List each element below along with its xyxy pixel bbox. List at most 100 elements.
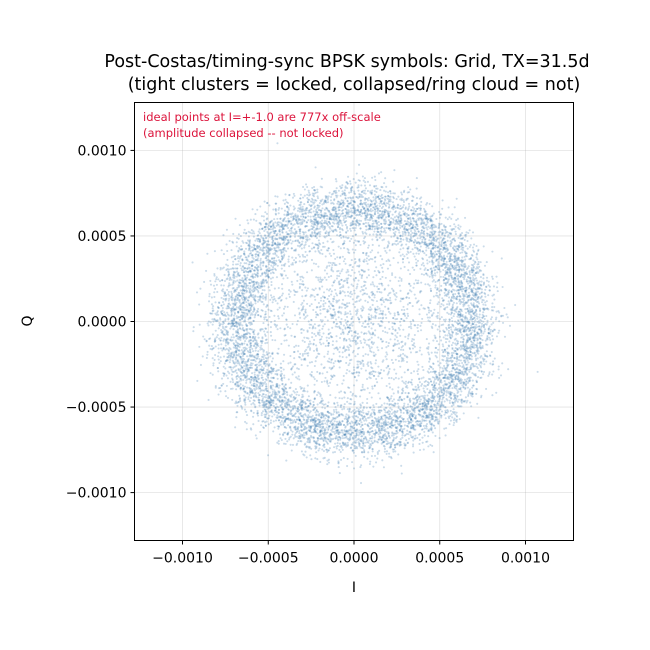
data-point — [318, 329, 321, 332]
data-point — [330, 269, 333, 272]
data-point — [357, 189, 360, 192]
data-point — [417, 299, 420, 302]
data-point — [217, 370, 220, 373]
data-point — [329, 313, 332, 316]
data-point — [343, 240, 346, 243]
data-point — [428, 234, 431, 237]
data-point — [306, 405, 309, 408]
data-point — [362, 289, 365, 292]
data-point — [381, 340, 384, 343]
data-point — [270, 268, 274, 271]
data-point — [309, 426, 313, 429]
data-point — [433, 380, 436, 383]
data-point — [369, 251, 372, 254]
data-point — [457, 319, 460, 322]
data-point — [276, 243, 279, 246]
data-point — [340, 306, 343, 309]
data-point — [255, 380, 258, 383]
data-point — [280, 420, 283, 423]
data-point — [445, 326, 448, 329]
data-point — [368, 223, 371, 227]
data-point — [240, 349, 243, 352]
data-point — [360, 276, 363, 280]
data-point — [364, 353, 367, 356]
data-point — [389, 445, 392, 448]
data-point — [352, 284, 355, 288]
data-point — [385, 202, 388, 205]
data-point — [367, 246, 370, 249]
data-point — [215, 283, 218, 286]
data-point — [359, 395, 362, 398]
data-point — [335, 180, 338, 183]
data-point — [423, 405, 426, 408]
data-point — [415, 261, 418, 264]
data-point — [349, 402, 352, 405]
data-point — [380, 404, 383, 407]
data-point — [260, 347, 263, 350]
data-point — [309, 418, 312, 421]
data-point — [372, 341, 376, 344]
data-point — [428, 302, 432, 305]
data-point — [344, 207, 347, 211]
data-point — [265, 223, 268, 226]
data-point — [406, 229, 409, 232]
data-point — [380, 213, 383, 216]
data-point — [434, 244, 437, 247]
data-point — [381, 317, 384, 320]
data-point — [234, 308, 237, 311]
data-point — [317, 301, 320, 305]
data-point — [462, 359, 465, 362]
data-point — [410, 239, 413, 242]
data-point — [311, 424, 314, 427]
data-point — [408, 205, 411, 208]
data-point — [230, 355, 233, 358]
data-point — [237, 233, 240, 236]
data-point — [438, 243, 441, 246]
data-point — [240, 316, 243, 319]
data-point — [340, 228, 344, 231]
data-point — [290, 216, 293, 219]
data-point — [247, 340, 251, 343]
data-point — [275, 370, 278, 373]
data-point — [433, 230, 436, 233]
data-point — [480, 326, 483, 329]
data-point — [282, 393, 285, 396]
data-point — [253, 276, 257, 279]
data-point — [467, 376, 470, 379]
data-point — [255, 368, 258, 371]
data-point — [277, 425, 280, 428]
data-point — [298, 419, 301, 422]
data-point — [412, 443, 415, 446]
data-point — [443, 257, 446, 260]
data-point — [274, 419, 278, 422]
data-point — [393, 312, 396, 315]
data-point — [239, 235, 242, 238]
data-point — [433, 272, 437, 275]
data-point — [340, 390, 343, 393]
data-point — [219, 386, 222, 390]
data-point — [440, 251, 443, 254]
data-point — [364, 217, 368, 220]
data-point — [354, 454, 357, 457]
data-point — [302, 215, 305, 218]
data-point — [451, 294, 455, 297]
data-point — [327, 249, 330, 252]
data-point — [313, 338, 316, 342]
data-point — [437, 390, 441, 394]
data-point — [468, 328, 471, 331]
data-point — [257, 332, 260, 335]
data-point — [295, 232, 298, 235]
data-point — [208, 337, 211, 341]
data-point — [414, 434, 417, 437]
data-point — [301, 393, 304, 396]
data-point — [457, 224, 460, 227]
data-point — [460, 328, 463, 331]
data-point — [424, 267, 427, 270]
data-point — [460, 273, 463, 276]
data-point — [399, 267, 402, 270]
data-point — [325, 197, 328, 200]
data-point — [329, 425, 332, 428]
data-point — [239, 308, 242, 312]
data-point — [239, 383, 242, 386]
data-point — [389, 279, 392, 282]
